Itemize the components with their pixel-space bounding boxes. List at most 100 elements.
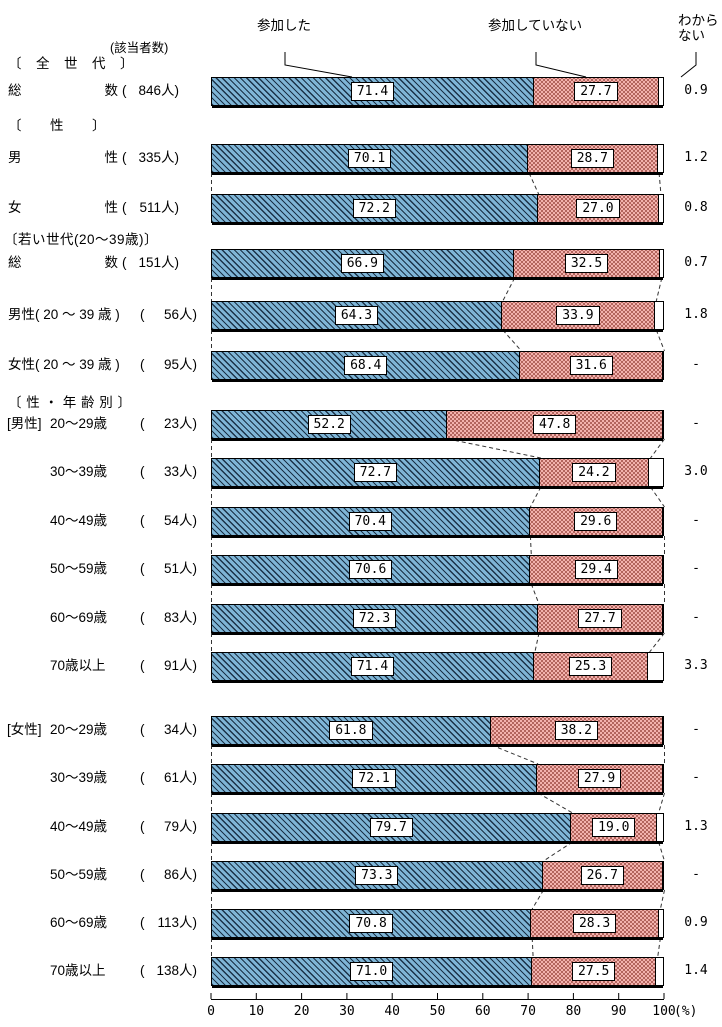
group-prefix-label: [男性] [7,416,42,431]
bar-row: 70.4 29.6 [211,507,664,536]
row-count-unit: 人) [179,357,197,372]
row-count-number: 61 [163,770,179,785]
dont-know-value-label: 1.2 [684,150,708,165]
row-count-unit: 人) [179,561,197,576]
bar-segment-not-participated: 25.3 [534,653,649,680]
segment-value-label: 72.2 [352,199,396,218]
bar-segment-not-participated: 29.6 [529,508,663,535]
legend-label-dont-know: わから ない [678,13,719,43]
bar-row: 70.1 28.7 [211,144,664,173]
bar-row: 52.2 47.8 [211,410,664,439]
bar-segment-participated: 61.8 [212,717,491,744]
dont-know-value-label: - [692,561,700,576]
bar-segment-not-participated: 24.2 [539,459,650,486]
row-count-open-paren: ( [140,867,145,882]
bar-segment-not-participated: 27.0 [537,195,660,222]
segment-value-label: 73.3 [355,866,399,885]
dont-know-value-label: 3.0 [684,464,708,479]
dont-know-value-label: 1.3 [684,819,708,834]
bar-segment-not-participated: 28.7 [528,145,658,172]
bar-segment-dont-know [658,910,663,937]
bar-segment-dont-know [658,78,663,105]
segment-value-label: 33.9 [556,306,600,325]
x-axis-tick-label: 70 [520,1004,536,1019]
bar-row: 71.4 25.3 [211,652,664,681]
section-header: 〔 全 世 代 〕 [8,56,134,71]
row-count-number: 86 [163,867,179,882]
bar-segment-participated: 71.0 [212,958,533,985]
bar-segment-participated: 70.8 [212,910,532,937]
segment-value-label: 29.6 [574,512,618,531]
bar-row: 72.2 27.0 [211,194,664,223]
row-label: 60〜69歳 [50,610,108,625]
row-count-unit: 人) [179,819,197,834]
respondents-count-header: (該当者数) [110,41,169,55]
row-count-number: 83 [163,610,179,625]
row-label-char: 総 [8,83,22,98]
segment-value-label: 27.7 [574,82,618,101]
bar-segment-not-participated: 31.6 [520,352,663,379]
bar-row: 72.1 27.9 [211,764,664,793]
row-label: 男性( 20 〜 39 歳 ) [8,307,120,322]
dont-know-value-label: 0.9 [684,915,708,930]
segment-value-label: 71.0 [349,962,394,981]
bar-segment-participated: 70.4 [212,508,530,535]
bar-row: 61.8 38.2 [211,716,664,745]
row-count: (61 人) [140,768,197,788]
row-count-unit: 人) [179,722,197,737]
row-count: (86 人) [140,865,197,885]
row-count-open-paren: ( [140,561,145,576]
bar-segment-dont-know [656,958,663,985]
bar-segment-participated: 68.4 [212,352,521,379]
row-count-unit: 人) [161,255,179,270]
row-count-number: 511 [139,200,161,215]
bar-segment-participated: 71.4 [212,78,534,105]
row-count-unit: 人) [179,464,197,479]
bar-segment-participated: 73.3 [212,862,543,889]
segment-value-label: 66.9 [340,254,385,273]
bar-segment-participated: 70.1 [212,145,529,172]
row-label-char: 男 [8,150,22,165]
row-label: 30〜39歳 [50,770,108,785]
segment-value-label: 19.0 [592,818,636,837]
row-label: 総数 [8,253,118,273]
row-label-char: 女 [8,200,22,215]
row-count-unit: 人) [179,513,197,528]
bar-segment-not-participated: 33.9 [501,302,655,329]
x-axis-tick-label: 60 [474,1004,491,1019]
row-count-open-paren: ( [140,963,145,978]
row-count-open-paren: ( [140,357,145,372]
segment-value-label: 27.5 [572,962,616,981]
row-label: 総数 [8,81,118,101]
bar-row: 66.9 32.5 [211,249,664,278]
row-label: 30〜39歳 [50,464,108,479]
row-count-number: 91 [163,658,179,673]
group-prefix-label: [女性] [7,722,42,737]
bar-segment-not-participated: 32.5 [513,250,661,277]
row-label-char: 数 [104,255,119,270]
segment-value-label: 79.7 [369,818,413,837]
segment-value-label: 61.8 [329,721,373,740]
row-count: (33 人) [140,462,197,482]
row-count-open-paren: ( [140,416,145,431]
bar-segment-participated: 72.1 [212,765,538,792]
row-label: 20〜29歳 [50,416,108,431]
row-count-open-paren: ( [122,150,127,165]
row-label: 60〜69歳 [50,915,108,930]
segment-value-label: 47.8 [533,415,577,434]
bar-segment-dont-know [657,814,663,841]
row-count-unit: 人) [179,658,197,673]
row-count: (91 人) [140,656,197,676]
row-count-open-paren: ( [140,722,145,737]
dont-know-value-label: - [692,722,700,737]
row-count-number: 33 [163,464,179,479]
row-count-number: 138 [156,963,179,978]
row-label-char: 性 [104,200,119,215]
row-label: 女性 [8,198,118,218]
row-count-open-paren: ( [140,819,145,834]
section-header: 〔若い世代(20〜39歳)〕 [4,232,159,247]
row-count-number: 151 [138,255,161,270]
row-count: (51 人) [140,559,197,579]
segment-value-label: 27.9 [577,769,622,788]
x-axis-tick-label: 10 [248,1004,265,1019]
